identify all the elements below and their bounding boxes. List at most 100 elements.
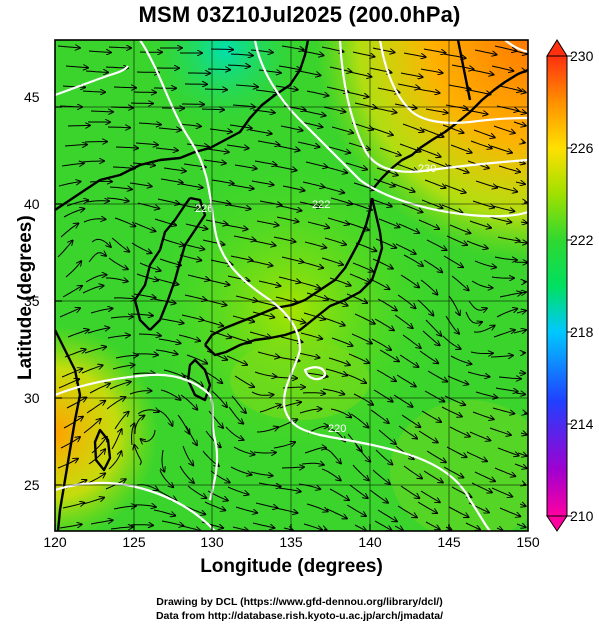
streamline: [513, 122, 526, 126]
streamline: [345, 162, 367, 170]
streamline: [131, 242, 152, 253]
streamline: [347, 222, 369, 230]
streamline: [209, 129, 232, 132]
streamline: [255, 300, 278, 306]
streamline: [375, 449, 393, 465]
streamline: [350, 413, 369, 428]
streamline: [324, 448, 341, 464]
streamline: [229, 125, 252, 128]
streamline: [495, 185, 518, 192]
streamline: [303, 312, 325, 320]
streamline: [89, 383, 110, 394]
x-tick-label: 130: [200, 534, 224, 550]
streamline: [159, 258, 181, 266]
streamline: [187, 274, 210, 280]
streamline: [86, 201, 109, 202]
streamline: [400, 72, 423, 77]
streamline: [450, 144, 472, 153]
streamline: [379, 147, 401, 155]
streamline: [425, 521, 440, 530]
streamline: [281, 45, 304, 50]
streamline: [330, 197, 353, 204]
streamline: [184, 294, 207, 300]
streamline: [251, 391, 274, 395]
streamline: [81, 161, 104, 162]
streamline: [132, 373, 155, 374]
streamline: [130, 314, 153, 316]
streamline: [516, 524, 526, 527]
streamline: [140, 429, 156, 442]
streamline: [321, 257, 343, 265]
streamline: [331, 126, 354, 133]
streamline: [372, 47, 395, 53]
streamline: [82, 497, 104, 505]
streamline: [394, 526, 403, 531]
streamline: [137, 410, 159, 415]
streamline: [225, 426, 244, 440]
streamline: [322, 388, 345, 394]
streamline: [250, 50, 273, 53]
streamline: [203, 370, 223, 383]
streamline: [492, 407, 515, 414]
streamline: [298, 483, 321, 489]
streamline: [135, 143, 158, 145]
streamline: [186, 144, 209, 147]
streamline: [156, 489, 177, 501]
streamline: [323, 106, 346, 112]
x-tick-label: 125: [122, 534, 146, 550]
streamline: [90, 111, 113, 112]
streamline: [426, 450, 446, 463]
contour-label: 230: [418, 163, 436, 175]
streamline: [254, 371, 277, 377]
streamline: [255, 90, 278, 93]
streamline: [252, 522, 275, 528]
streamline: [419, 350, 439, 364]
streamline: [349, 484, 368, 498]
streamline: [297, 352, 320, 358]
streamline: [349, 273, 371, 283]
streamline: [235, 295, 258, 301]
x-tick-label: 140: [358, 534, 382, 550]
streamline: [111, 237, 130, 252]
streamline: [303, 110, 326, 116]
streamline: [134, 222, 156, 231]
streamline: [328, 146, 351, 153]
streamline: [82, 91, 105, 92]
streamline: [515, 182, 525, 184]
streamline: [442, 335, 461, 349]
streamline: [445, 315, 459, 334]
streamline: [65, 261, 81, 278]
streamline: [322, 186, 345, 193]
streamline: [83, 219, 106, 223]
streamline: [249, 331, 272, 338]
streamline: [305, 161, 328, 167]
streamline: [204, 501, 226, 511]
streamline: [299, 409, 322, 414]
streamline: [493, 330, 515, 338]
streamline: [396, 163, 418, 172]
streamline: [349, 71, 372, 77]
streamline: [62, 503, 85, 509]
streamline: [276, 419, 298, 429]
streamline: [467, 371, 490, 377]
streamline: [255, 502, 278, 508]
streamline: [134, 444, 142, 466]
streamline: [304, 448, 327, 454]
streamline: [182, 243, 205, 249]
streamline: [470, 140, 492, 149]
streamline: [489, 427, 511, 435]
streamline: [157, 198, 180, 204]
streamline: [493, 125, 515, 133]
streamline: [397, 83, 420, 88]
streamline: [226, 355, 248, 365]
streamline: [425, 108, 448, 113]
streamline: [234, 375, 254, 387]
streamline: [491, 487, 513, 497]
streamline: [398, 223, 420, 233]
streamline: [155, 349, 178, 354]
streamline: [325, 166, 348, 173]
streamline: [228, 406, 244, 424]
streamline: [133, 505, 156, 507]
streamline: [230, 466, 252, 475]
streamline: [471, 280, 493, 288]
